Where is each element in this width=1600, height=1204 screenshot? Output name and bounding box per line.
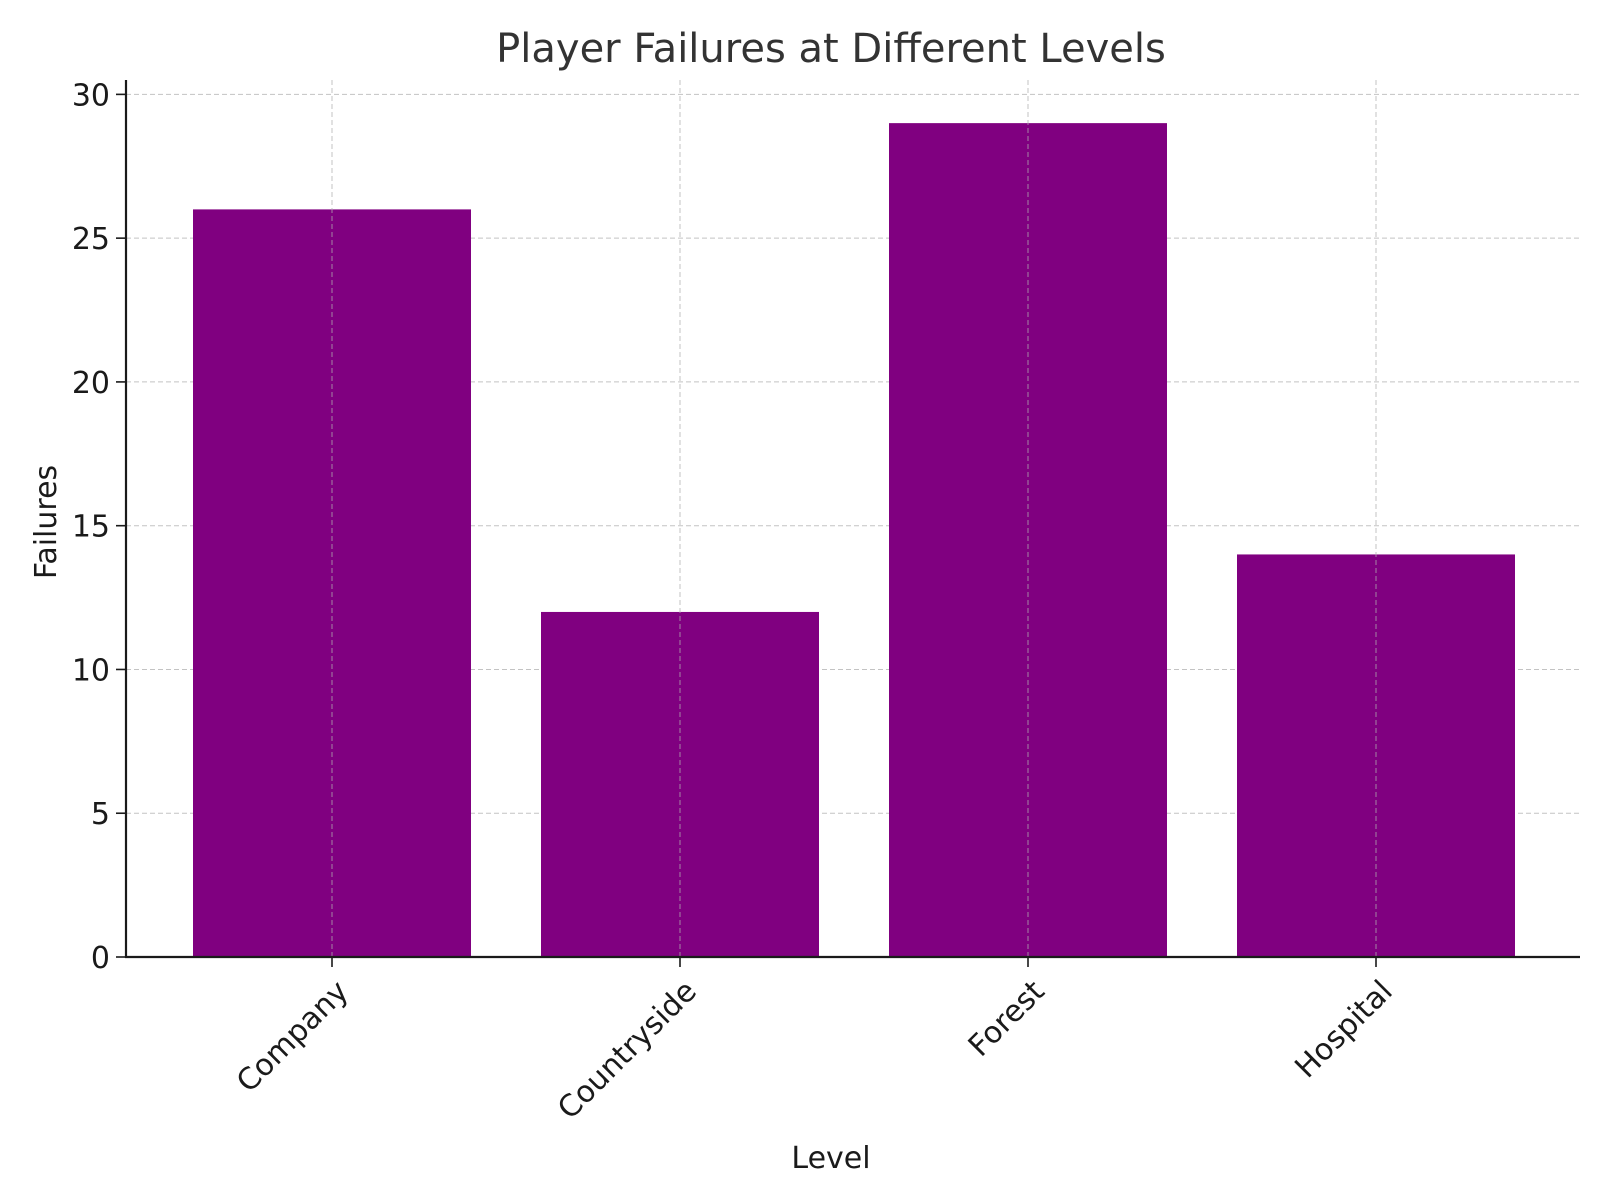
x-tick-label: Forest (962, 974, 1052, 1064)
y-tick-label: 10 (72, 653, 110, 688)
y-tick-label: 20 (72, 366, 110, 401)
x-axis-ticks: Company Countryside Forest Hospital (230, 957, 1400, 1126)
x-tick-label: Company (230, 974, 356, 1100)
x-tick-label: Hospital (1288, 974, 1399, 1085)
y-axis-title: Failures (29, 465, 64, 579)
y-tick-label: 0 (91, 941, 110, 976)
y-axis-ticks: 0 5 10 15 20 25 30 (72, 78, 126, 976)
vertical-grid-lines (331, 80, 1377, 957)
y-tick-label: 30 (72, 78, 110, 113)
bars (193, 123, 1515, 958)
y-tick-label: 15 (72, 510, 110, 545)
y-tick-label: 5 (91, 797, 110, 832)
x-tick-label: Countryside (551, 974, 703, 1126)
chart-title: Player Failures at Different Levels (496, 26, 1166, 72)
axes (124, 80, 1580, 959)
y-tick-label: 25 (72, 222, 110, 257)
x-axis-title: Level (791, 1141, 870, 1176)
